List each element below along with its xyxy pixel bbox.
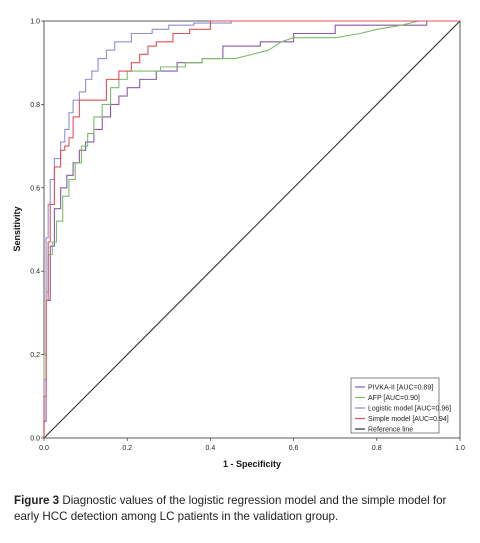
roc-curves	[43, 20, 461, 439]
y-tick-label: 0.2	[30, 352, 40, 359]
x-tick-label: 0.4	[206, 445, 216, 452]
legend-entry-3: Simple model [AUC=0.94]	[368, 416, 449, 423]
y-tick-label: 0.4	[30, 269, 40, 276]
y-tick-label: 0.6	[30, 185, 40, 192]
y-axis-title: Sensitivity	[12, 206, 22, 251]
caption-text: Diagnostic values of the logistic regres…	[14, 494, 447, 523]
y-tick-label: 0.0	[30, 436, 40, 443]
legend-entry-2: Logistic model [AUC=0.96]	[368, 406, 451, 413]
legend-entry-0: PIVKA-II [AUC=0.89]	[368, 385, 433, 392]
roc-curve-0	[43, 20, 460, 438]
legend-entry-1: AFP [AUC=0.90]	[368, 395, 420, 402]
x-axis-ticks: 0.0 0.2 0.4 0.6 0.8 1.0	[39, 438, 465, 452]
x-tick-label: 0.2	[122, 445, 132, 452]
figure-caption: Figure 3 Diagnostic values of the logist…	[14, 493, 470, 525]
roc-chart: 0.0 0.2 0.4 0.6 0.8 1.0 0.0 0.2 0.4 0.6 0.8 1.0 1 …	[12, 19, 465, 470]
chart-legend: PIVKA-II [AUC=0.89] AFP [AUC=0.90] Logisti…	[350, 377, 451, 434]
x-tick-label: 0.6	[289, 445, 299, 452]
legend-entry-4: Reference line	[368, 427, 413, 434]
roc-curve-2	[43, 20, 460, 438]
roc-curve-3	[43, 20, 460, 438]
y-tick-label: 0.8	[30, 102, 40, 109]
x-tick-label: 0.8	[372, 445, 382, 452]
roc-curve-4	[43, 20, 461, 439]
y-tick-label: 1.0	[30, 19, 40, 26]
roc-curve-1	[43, 20, 460, 438]
x-tick-label: 0.0	[39, 445, 49, 452]
x-tick-label: 1.0	[455, 445, 465, 452]
y-axis-ticks: 0.0 0.2 0.4 0.6 0.8 1.0	[30, 19, 44, 443]
x-axis-title: 1 - Specificity	[223, 459, 281, 469]
legend-box	[350, 377, 440, 434]
figure-label: Figure 3	[14, 494, 60, 507]
